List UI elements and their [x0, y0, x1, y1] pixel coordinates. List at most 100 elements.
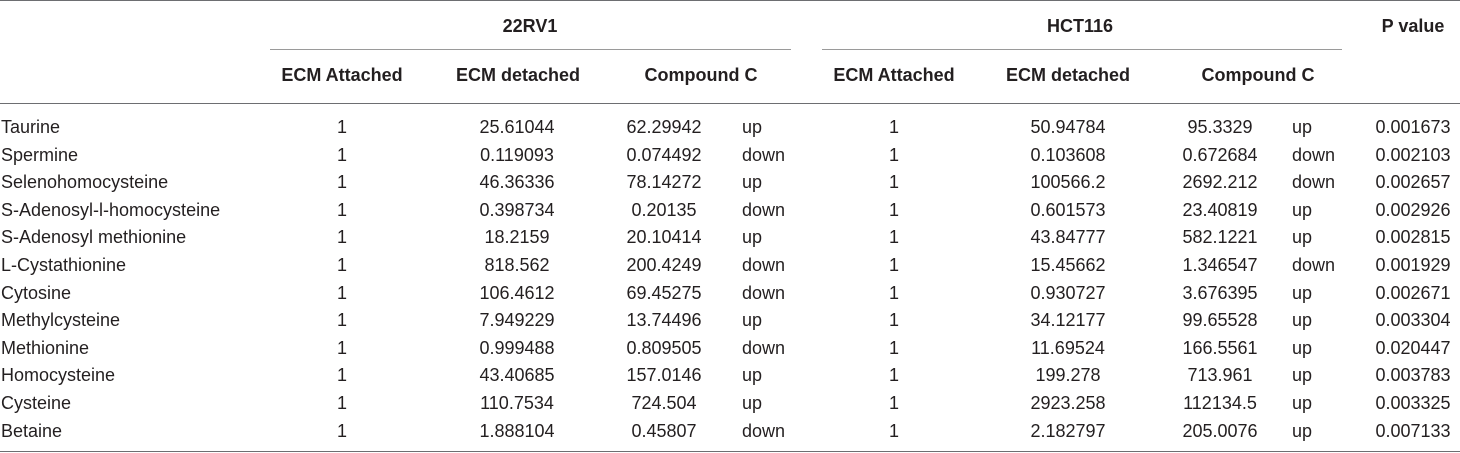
g1-compound-cell: 0.074492	[626, 145, 702, 165]
group-header-22rv1: 22RV1	[502, 16, 558, 36]
g1-detached-cell: 43.40685	[479, 365, 555, 385]
g2-detached-cell: 50.94784	[1030, 117, 1106, 137]
g2-direction-cell: down	[1292, 145, 1336, 165]
p-value-header: P value	[1381, 16, 1445, 36]
g2-attached-cell: 1	[888, 421, 900, 441]
col-header-g2-compound: Compound C	[1201, 65, 1315, 85]
group-hct116-rule	[822, 49, 1342, 50]
g2-attached-cell: 1	[888, 310, 900, 330]
g1-detached-cell: 818.562	[484, 255, 550, 275]
g1-attached-cell: 1	[336, 365, 348, 385]
g1-attached-cell: 1	[336, 200, 348, 220]
g2-attached-cell: 1	[888, 393, 900, 413]
metabolite-name-cell: Cysteine	[1, 393, 72, 413]
g1-attached-cell: 1	[336, 117, 348, 137]
g1-direction-cell: down	[742, 338, 786, 358]
g1-direction-cell: down	[742, 200, 786, 220]
g1-direction-cell: down	[742, 283, 786, 303]
g2-direction-cell: up	[1292, 338, 1313, 358]
g2-attached-cell: 1	[888, 283, 900, 303]
g2-compound-cell: 112134.5	[1183, 393, 1257, 413]
g2-compound-cell: 0.672684	[1182, 145, 1258, 165]
metabolite-name-cell: L-Cystathionine	[1, 255, 127, 275]
g1-detached-cell: 25.61044	[479, 117, 555, 137]
g2-direction-cell: up	[1292, 117, 1313, 137]
g2-attached-cell: 1	[888, 145, 900, 165]
g2-detached-cell: 100566.2	[1030, 172, 1106, 192]
metabolite-name-cell: Homocysteine	[1, 365, 116, 385]
g2-direction-cell: up	[1292, 393, 1313, 413]
col-header-g2-attached: ECM Attached	[833, 65, 955, 85]
g1-detached-cell: 7.949229	[479, 310, 555, 330]
g2-attached-cell: 1	[888, 117, 900, 137]
g1-direction-cell: up	[742, 365, 763, 385]
g2-compound-cell: 3.676395	[1182, 283, 1258, 303]
metabolite-name-cell: S-Adenosyl-l-homocysteine	[1, 200, 221, 220]
g2-compound-cell: 582.1221	[1182, 227, 1258, 247]
g2-direction-cell: up	[1292, 227, 1313, 247]
metabolite-name-cell: Selenohomocysteine	[1, 172, 169, 192]
g2-direction-cell: up	[1292, 421, 1313, 441]
group-22rv1-rule	[270, 49, 791, 50]
g2-compound-cell: 166.5561	[1182, 338, 1258, 358]
g2-detached-cell: 11.69524	[1031, 338, 1105, 358]
g1-compound-cell: 69.45275	[626, 283, 702, 303]
g2-attached-cell: 1	[888, 338, 900, 358]
g1-compound-cell: 724.504	[631, 393, 697, 413]
p-value-cell: 0.002657	[1375, 172, 1451, 192]
header-bottom-rule	[0, 103, 1460, 104]
g1-detached-cell: 106.4612	[479, 283, 555, 303]
p-value-cell: 0.003783	[1375, 365, 1451, 385]
g1-compound-cell: 157.0146	[626, 365, 702, 385]
g1-compound-cell: 13.74496	[626, 310, 702, 330]
p-value-cell: 0.003325	[1375, 393, 1451, 413]
g2-compound-cell: 2692.212	[1182, 172, 1258, 192]
table-bottom-rule	[0, 451, 1460, 452]
g2-direction-cell: up	[1292, 310, 1313, 330]
g1-direction-cell: up	[742, 172, 763, 192]
p-value-cell: 0.002103	[1375, 145, 1451, 165]
g1-detached-cell: 0.398734	[479, 200, 555, 220]
g2-detached-cell: 0.930727	[1030, 283, 1106, 303]
g1-direction-cell: down	[742, 255, 786, 275]
g1-direction-cell: up	[742, 310, 763, 330]
col-header-g1-detached: ECM detached	[455, 65, 581, 85]
g2-compound-cell: 95.3329	[1187, 117, 1253, 137]
g1-attached-cell: 1	[336, 393, 348, 413]
g2-detached-cell: 43.84777	[1030, 227, 1106, 247]
col-header-g1-compound: Compound C	[644, 65, 758, 85]
g2-attached-cell: 1	[888, 255, 900, 275]
g1-detached-cell: 110.7534	[480, 393, 554, 413]
g1-detached-cell: 0.999488	[479, 338, 555, 358]
g1-attached-cell: 1	[336, 227, 348, 247]
metabolite-name-cell: Spermine	[1, 145, 79, 165]
metabolite-name-cell: Cytosine	[1, 283, 72, 303]
p-value-cell: 0.007133	[1375, 421, 1451, 441]
g1-detached-cell: 0.119093	[480, 145, 554, 165]
g2-compound-cell: 99.65528	[1182, 310, 1258, 330]
p-value-cell: 0.001673	[1375, 117, 1451, 137]
g2-detached-cell: 15.45662	[1030, 255, 1106, 275]
g2-attached-cell: 1	[888, 227, 900, 247]
g2-compound-cell: 1.346547	[1182, 255, 1258, 275]
col-header-g2-detached: ECM detached	[1005, 65, 1131, 85]
metabolite-name-cell: S-Adenosyl methionine	[1, 227, 187, 247]
g1-attached-cell: 1	[336, 283, 348, 303]
g2-detached-cell: 2923.258	[1030, 393, 1106, 413]
g1-attached-cell: 1	[336, 310, 348, 330]
p-value-cell: 0.002815	[1375, 227, 1451, 247]
g2-attached-cell: 1	[888, 172, 900, 192]
g1-compound-cell: 0.45807	[631, 421, 697, 441]
g1-direction-cell: up	[742, 117, 763, 137]
p-value-cell: 0.001929	[1375, 255, 1451, 275]
table-top-rule	[0, 0, 1460, 1]
g1-attached-cell: 1	[336, 172, 348, 192]
g1-compound-cell: 62.29942	[626, 117, 702, 137]
g1-detached-cell: 46.36336	[479, 172, 555, 192]
g2-compound-cell: 205.0076	[1182, 421, 1258, 441]
g2-direction-cell: down	[1292, 172, 1336, 192]
g2-detached-cell: 199.278	[1035, 365, 1101, 385]
p-value-cell: 0.003304	[1375, 310, 1451, 330]
g2-detached-cell: 2.182797	[1030, 421, 1106, 441]
g1-attached-cell: 1	[336, 145, 348, 165]
